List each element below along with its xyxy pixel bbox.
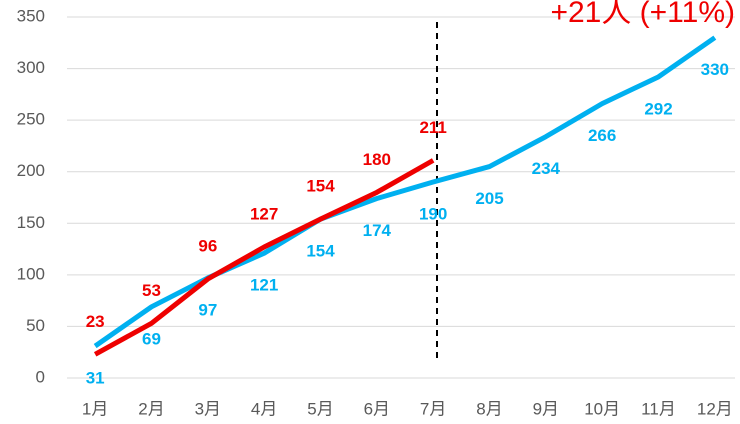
data-label: 154 [306, 242, 335, 261]
y-tick-label: 0 [36, 367, 45, 386]
x-tick-label: 10月 [584, 399, 620, 418]
data-label: 174 [363, 221, 392, 240]
data-label: 292 [644, 99, 672, 118]
y-tick-label: 50 [26, 316, 45, 335]
data-label: 330 [701, 60, 729, 79]
x-tick-label: 3月 [195, 399, 221, 418]
x-tick-label: 2月 [138, 399, 164, 418]
data-label: 53 [142, 281, 161, 300]
x-tick-label: 9月 [533, 399, 559, 418]
data-label: 23 [86, 312, 105, 331]
x-tick-label: 5月 [307, 399, 333, 418]
x-tick-label: 4月 [251, 399, 277, 418]
series-line [93, 35, 717, 349]
annotation: +21人 (+11%) [550, 0, 735, 29]
data-label: 154 [306, 177, 335, 196]
data-label: 211 [419, 118, 446, 137]
data-label: 69 [142, 329, 161, 348]
data-label: 205 [475, 189, 503, 208]
x-tick-label: 11月 [641, 399, 676, 418]
y-tick-label: 100 [17, 264, 45, 283]
x-tick-label: 12月 [697, 399, 733, 418]
data-label: 180 [363, 150, 391, 169]
y-tick-label: 250 [17, 110, 45, 129]
y-tick-label: 300 [17, 58, 45, 77]
y-tick-label: 350 [17, 6, 45, 25]
data-label: 190 [419, 205, 447, 224]
data-label: 266 [588, 126, 616, 145]
series-line [93, 158, 435, 357]
data-label: 96 [198, 236, 217, 255]
x-tick-label: 7月 [420, 399, 446, 418]
y-tick-label: 150 [17, 213, 45, 232]
data-label: 234 [532, 159, 561, 178]
data-label: 31 [86, 369, 105, 388]
data-label: 97 [198, 300, 217, 319]
data-label: 121 [250, 276, 278, 295]
x-tick-label: 6月 [364, 399, 390, 418]
data-label: 127 [250, 204, 278, 223]
x-tick-label: 8月 [476, 399, 502, 418]
x-tick-label: 1月 [82, 399, 108, 418]
y-tick-label: 200 [17, 161, 45, 180]
